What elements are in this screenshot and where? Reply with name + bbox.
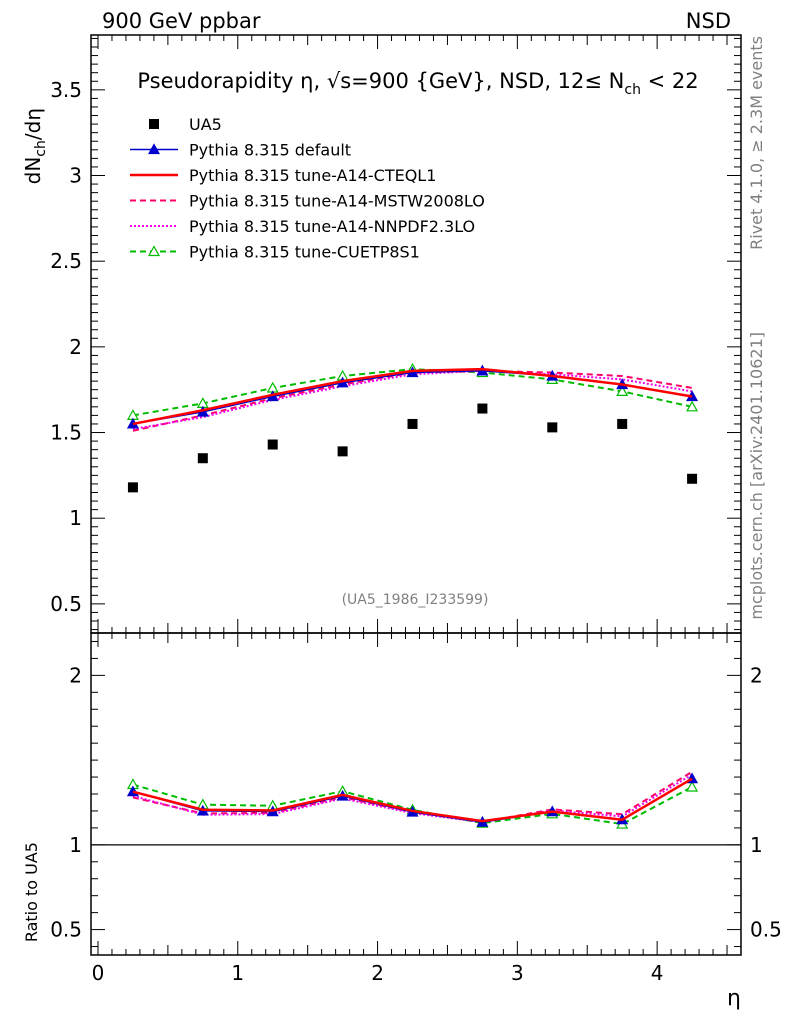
legend-label-1: Pythia 8.315 tune-A14-CTEQL1 <box>189 166 436 185</box>
y-tick-label: 1 <box>69 506 82 530</box>
data-point <box>337 446 348 457</box>
y-axis-label-sub: ch <box>33 140 49 157</box>
legend-marker-data <box>149 119 159 129</box>
y-tick-label: 2.5 <box>50 249 82 273</box>
ratio-tick-label-left: 2 <box>69 663 82 687</box>
x-tick-label: 0 <box>92 961 105 985</box>
data-point <box>477 403 488 414</box>
ratio-axis-label: Ratio to UA5 <box>22 842 41 942</box>
legend-marker-0 <box>147 143 161 155</box>
legend-label-2: Pythia 8.315 tune-A14-MSTW2008LO <box>189 192 485 211</box>
y-tick-label: 0.5 <box>50 592 82 616</box>
series-marker-4 <box>616 385 629 397</box>
series-marker-4 <box>686 400 699 412</box>
ratio-tick-label-right: 0.5 <box>750 918 782 942</box>
y-axis-label: dNch/dη <box>21 108 49 184</box>
header-left: 900 GeV ppbar <box>102 9 261 33</box>
data-point <box>267 439 278 450</box>
data-point <box>547 422 558 433</box>
x-tick-label: 4 <box>651 961 664 985</box>
mcplots-text: mcplots.cern.ch [arXiv:2401.10621] <box>747 332 766 620</box>
chart-title-sub: ch <box>624 82 641 98</box>
chart-title: Pseudorapidity η, √s=900 {GeV}, NSD, 12≤… <box>137 69 698 98</box>
analysis-tag: (UA5_1986_I233599) <box>342 592 489 608</box>
y-tick-label: 3.5 <box>50 78 82 102</box>
y-axis-label-b: /dη <box>21 108 45 140</box>
ratio-line-1 <box>132 777 693 823</box>
y-tick-label: 1.5 <box>50 421 82 445</box>
chart-title-tail: < 22 <box>641 69 699 93</box>
chart-title-main: Pseudorapidity η, √s=900 {GeV}, NSD, 12≤… <box>137 69 624 93</box>
legend-label-4: Pythia 8.315 tune-CUETP8S1 <box>189 243 420 262</box>
y-tick-label: 2 <box>69 335 82 359</box>
y-axis-label-a: dN <box>21 157 45 185</box>
data-point <box>127 482 138 493</box>
ratio-plot-frame <box>90 632 742 956</box>
legend-label-3: Pythia 8.315 tune-A14-NNPDF2.3LO <box>189 217 475 236</box>
data-point <box>687 473 698 484</box>
x-axis-label: η <box>727 986 741 1011</box>
x-tick-label: 1 <box>231 961 244 985</box>
ratio-line-4 <box>132 783 693 826</box>
header-right: NSD <box>686 9 731 33</box>
x-tick-label: 3 <box>511 961 524 985</box>
ratio-tick-label-right: 2 <box>750 663 763 687</box>
legend-marker-4 <box>147 245 161 257</box>
rivet-text: Rivet 4.1.0, ≥ 2.3M events <box>747 36 766 250</box>
ratio-tick-label-right: 1 <box>750 833 763 857</box>
y-tick-label: 3 <box>69 164 82 188</box>
data-point <box>617 418 628 429</box>
x-tick-label: 2 <box>371 961 384 985</box>
legend-label-data: UA5 <box>189 115 222 134</box>
data-point <box>197 453 208 464</box>
legend-label-0: Pythia 8.315 default <box>189 141 351 160</box>
ratio-marker-4 <box>686 780 699 792</box>
data-point <box>407 418 418 429</box>
ratio-tick-label-left: 0.5 <box>50 918 82 942</box>
series-line-1 <box>132 367 693 426</box>
ratio-tick-label-left: 1 <box>69 833 82 857</box>
